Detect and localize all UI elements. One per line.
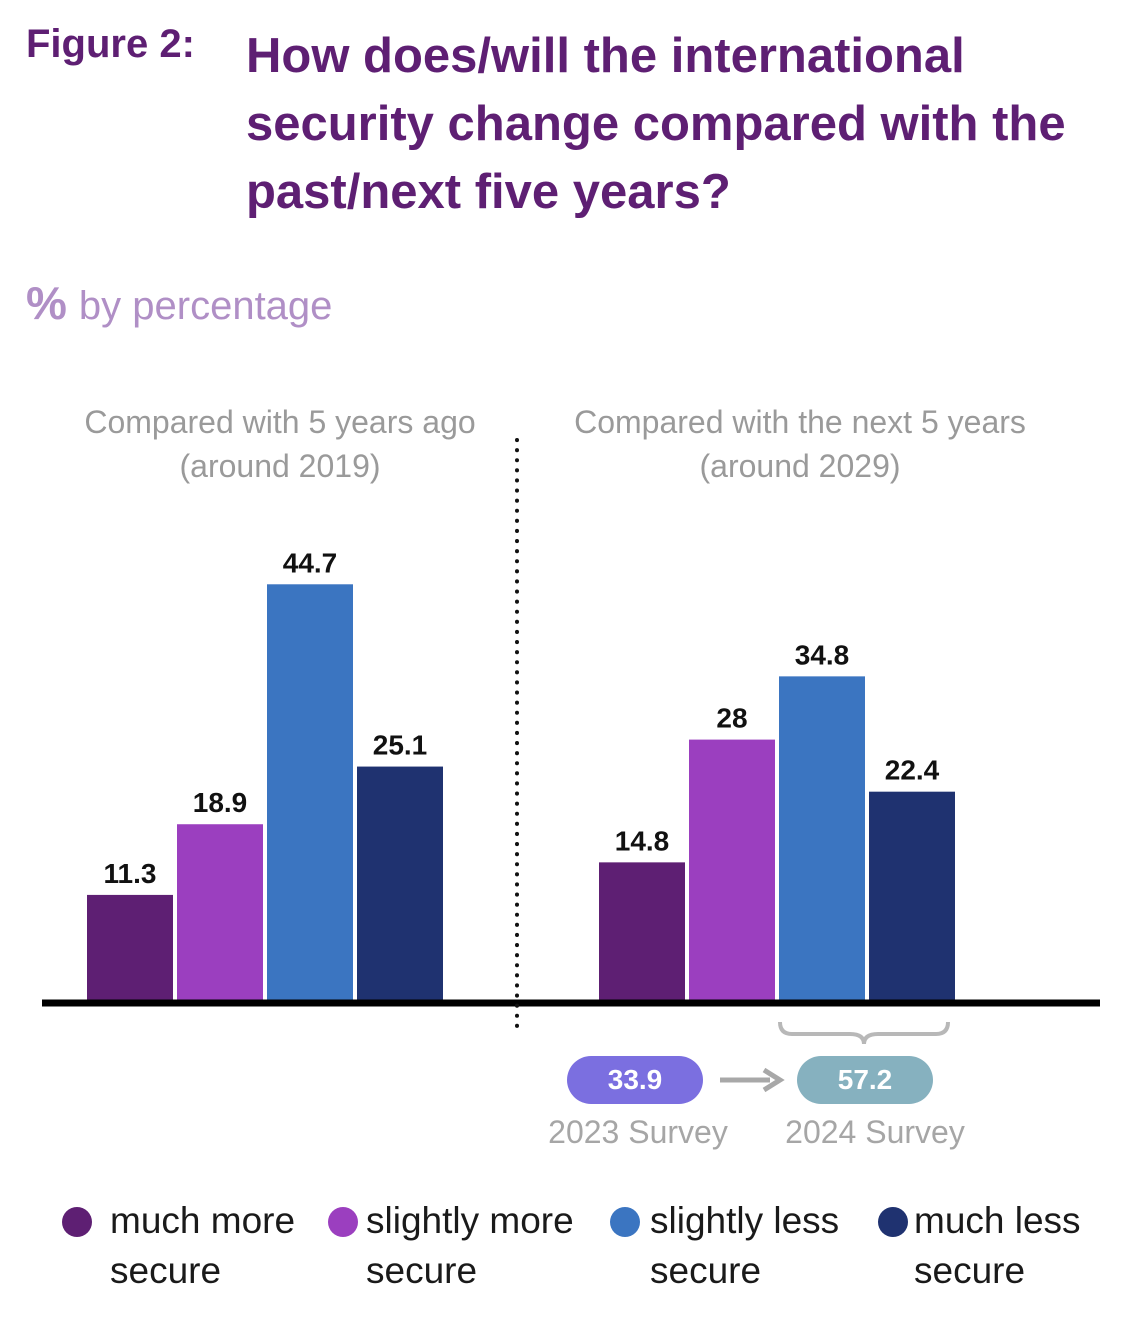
legend-item-slightly-more-secure: slightly more secure bbox=[366, 1196, 574, 1296]
panel-title-future-line2: (around 2029) bbox=[699, 448, 901, 484]
panel-title-past: Compared with 5 years ago (around 2019) bbox=[40, 400, 520, 488]
legend-label: secure bbox=[650, 1250, 762, 1291]
summary-brace bbox=[778, 1021, 950, 1045]
percent-icon: % bbox=[26, 277, 67, 329]
legend-label: secure bbox=[366, 1250, 478, 1291]
bars-layer: 11.3 18.9 44.7 25.1 14.8 28 34.8 22.4 bbox=[87, 547, 955, 1000]
legend-swatch-much-more bbox=[62, 1207, 92, 1237]
value-label-g1-slightly-less-secure: 44.7 bbox=[283, 547, 338, 578]
bar-g1-slightly-less-secure bbox=[267, 584, 353, 1000]
unit-caption: % by percentage bbox=[26, 276, 332, 330]
value-label-g1-slightly-more-secure: 18.9 bbox=[193, 787, 248, 818]
value-label-g1-much-more-secure: 11.3 bbox=[104, 858, 157, 889]
legend-label: slightly less bbox=[650, 1200, 840, 1241]
legend-swatch-much-less bbox=[878, 1207, 908, 1237]
panel-title-future-line1: Compared with the next 5 years bbox=[574, 404, 1026, 440]
legend-swatch-slightly-more bbox=[328, 1207, 358, 1237]
summary-arrow-icon bbox=[762, 1067, 785, 1093]
bar-g2-much-less-secure bbox=[869, 791, 955, 1000]
survey-2024-value: 57.2 bbox=[797, 1056, 933, 1104]
bar-g1-much-more-secure bbox=[87, 894, 173, 1000]
survey-2024-label: 2024 Survey bbox=[785, 1114, 965, 1150]
bar-g2-much-more-secure bbox=[599, 862, 685, 1000]
value-label-g2-much-less-secure: 22.4 bbox=[885, 755, 940, 786]
legend-item-much-more-secure: much more secure bbox=[110, 1196, 295, 1296]
value-label-g2-much-more-secure: 14.8 bbox=[615, 825, 670, 856]
legend-label: much more bbox=[110, 1200, 296, 1241]
bar-g2-slightly-more-secure bbox=[689, 739, 775, 1000]
legend-item-much-less-secure: much less secure bbox=[914, 1196, 1081, 1296]
value-label-g2-slightly-more-secure: 28 bbox=[716, 703, 747, 734]
survey-2023-value: 33.9 bbox=[567, 1056, 703, 1104]
legend-label: secure bbox=[110, 1250, 222, 1291]
panel-title-past-line2: (around 2019) bbox=[179, 448, 381, 484]
figure-label: Figure 2: bbox=[26, 22, 195, 66]
legend-label: secure bbox=[914, 1250, 1026, 1291]
panel-title-past-line1: Compared with 5 years ago bbox=[84, 404, 476, 440]
value-label-g1-much-less-secure: 25.1 bbox=[373, 730, 428, 761]
value-label-g2-slightly-less-secure: 34.8 bbox=[795, 639, 850, 670]
legend-swatch-slightly-less bbox=[610, 1207, 640, 1237]
survey-2023-label: 2023 Survey bbox=[548, 1114, 728, 1150]
bar-g1-much-less-secure bbox=[357, 766, 443, 1000]
bar-g2-slightly-less-secure bbox=[779, 676, 865, 1000]
unit-text: by percentage bbox=[78, 284, 333, 328]
bar-g1-slightly-more-secure bbox=[177, 824, 263, 1000]
chart-title: How does/will the international security… bbox=[246, 29, 1066, 219]
legend-item-slightly-less-secure: slightly less secure bbox=[650, 1196, 839, 1296]
legend-label: slightly more bbox=[366, 1200, 574, 1241]
legend-label: much less bbox=[914, 1200, 1081, 1241]
panel-title-future: Compared with the next 5 years (around 2… bbox=[540, 400, 1060, 488]
